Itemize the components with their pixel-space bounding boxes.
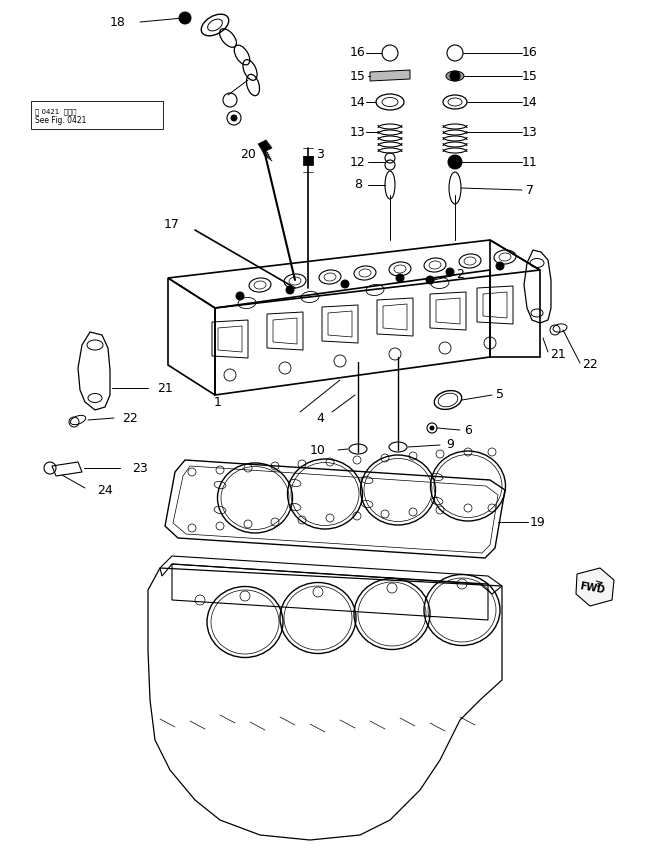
Text: 7: 7 [526,183,534,196]
Text: 15: 15 [350,70,366,83]
Text: 9: 9 [446,438,454,451]
Circle shape [236,292,244,300]
Circle shape [430,426,434,430]
Circle shape [426,276,434,284]
Text: 5: 5 [496,388,504,401]
Text: 18: 18 [110,15,126,28]
Circle shape [231,115,237,121]
Text: 23: 23 [132,461,148,474]
Polygon shape [258,140,272,152]
Ellipse shape [446,71,464,81]
Polygon shape [576,568,614,606]
Text: 6: 6 [464,424,472,437]
Circle shape [496,262,504,270]
Text: 20: 20 [240,148,256,162]
Text: 4: 4 [316,412,324,424]
Text: 13: 13 [350,126,366,139]
Text: 19: 19 [530,516,546,529]
Text: 11: 11 [522,156,538,169]
Polygon shape [370,70,410,81]
Circle shape [286,286,294,294]
Text: 図 0421  図参照: 図 0421 図参照 [35,108,77,115]
Text: 16: 16 [350,46,366,59]
Ellipse shape [449,172,461,204]
Circle shape [450,71,460,81]
Text: 12: 12 [350,156,366,169]
Text: 22: 22 [582,358,598,371]
Circle shape [396,274,404,282]
Text: 15: 15 [522,70,538,83]
Polygon shape [303,156,313,165]
Text: 24: 24 [97,484,113,497]
Text: 17: 17 [164,219,180,232]
Text: 21: 21 [550,349,566,362]
Ellipse shape [385,171,395,199]
Text: 14: 14 [522,96,538,108]
Circle shape [341,280,349,288]
Text: 10: 10 [310,443,326,456]
Text: 3: 3 [316,148,324,162]
Text: 14: 14 [350,96,366,108]
Text: See Fig. 0421: See Fig. 0421 [35,116,86,125]
Text: 2: 2 [456,269,464,282]
Text: FWD: FWD [579,581,605,595]
Circle shape [446,268,454,276]
Circle shape [448,155,462,169]
Text: 13: 13 [522,126,538,139]
Text: 16: 16 [522,46,538,59]
Circle shape [179,12,191,24]
Text: 22: 22 [122,412,138,424]
Text: 1: 1 [214,395,222,408]
Text: 8: 8 [354,178,362,191]
Text: 21: 21 [157,381,173,394]
